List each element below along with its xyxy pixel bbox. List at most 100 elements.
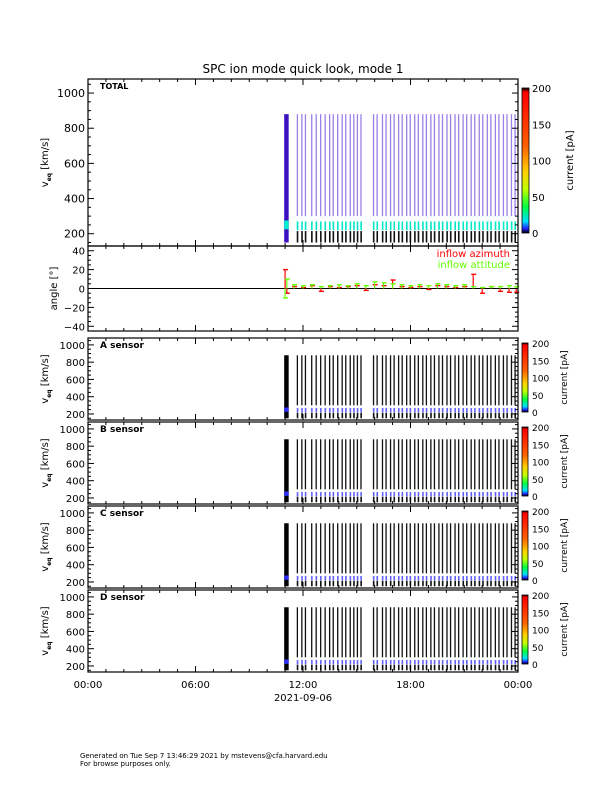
panel-d-sensor-stripe	[304, 607, 307, 658]
panel-c-sensor-stripe-low	[311, 580, 313, 587]
panel-c-sensor-stripe-peak	[506, 575, 508, 581]
panel-c-sensor-stripe-peak	[401, 575, 404, 581]
panel-a-sensor-stripe-peak	[397, 407, 400, 413]
panel-c-sensor-stripe-low	[506, 580, 508, 587]
panel-a-sensor-stripe	[482, 355, 484, 406]
panel-c-sensor-stripe	[315, 523, 317, 574]
panel-c-sensor-stripe-peak	[397, 575, 400, 581]
panel-c-sensor-data-block-peak	[284, 575, 289, 580]
panel-d-sensor-stripe-low	[393, 664, 396, 671]
panel-a-sensor-stripe-peak	[414, 407, 416, 413]
panel-b-sensor-stripe	[353, 439, 355, 490]
panel-c-sensor-stripe-peak	[328, 575, 331, 581]
panel-d-sensor-stripe-low	[406, 664, 408, 671]
panel-total-stripe-low	[409, 231, 412, 243]
panel-a-sensor-stripe-peak	[301, 407, 303, 413]
panel-total	[284, 114, 517, 243]
panel-total-stripe	[502, 114, 505, 217]
panel-a-sensor-stripe-low	[381, 412, 384, 419]
panel-d-sensor-stripe-low	[324, 664, 327, 671]
panel-c-sensor-stripe-low	[401, 580, 404, 587]
panel-c-sensor-stripe	[510, 523, 513, 574]
panel-total-stripe	[332, 114, 334, 217]
panel-c-sensor-stripe-peak	[320, 575, 322, 581]
panel-b-sensor-stripe	[446, 439, 448, 490]
panel-d-sensor-stripe	[414, 607, 416, 658]
x-tick-label: 00:00	[74, 680, 103, 691]
panel-b-sensor-stripe	[406, 439, 408, 490]
angle-attitude-marker	[408, 284, 414, 287]
panel-b-sensor-stripe-low	[470, 496, 473, 503]
panel-c-sensor-stripe	[389, 523, 392, 574]
panel-total-stripe-peak	[446, 221, 448, 231]
panel-a-sensor-stripe-low	[486, 412, 489, 419]
panel-c-sensor-stripe-low	[337, 580, 339, 587]
panel-c-sensor-stripe	[506, 523, 508, 574]
panel-c-sensor-stripe-low	[301, 580, 303, 587]
panel-total-stripe-peak	[478, 221, 481, 231]
panel-b-sensor-stripe-low	[430, 496, 432, 503]
panel-c-sensor-stripe-low	[494, 580, 497, 587]
panel-b-sensor-stripe-peak	[457, 491, 460, 497]
panel-total-stripe	[401, 114, 403, 217]
x-tick-label: 12:00	[289, 680, 318, 691]
panel-a-sensor-stripe-peak	[417, 407, 420, 413]
panel-total-y-tick-label: 600	[64, 157, 85, 170]
panel-total-stripe	[506, 114, 508, 217]
panel-a-sensor-stripe-peak	[381, 407, 384, 413]
panel-d-sensor-stripe-low	[494, 664, 497, 671]
panel-b-sensor-stripe-peak	[422, 491, 424, 497]
panel-a-sensor-stripe	[320, 355, 322, 406]
panel-a-sensor-stripe	[349, 355, 351, 406]
panel-c-sensor-stripe-peak	[502, 575, 505, 581]
panel-a-sensor-stripe	[506, 355, 508, 406]
panel-b-sensor-data-block	[284, 439, 289, 503]
panel-b-sensor-stripe-low	[457, 496, 460, 503]
panel-d-sensor-stripe-low	[320, 664, 322, 671]
panel-c-sensor-stripe	[320, 523, 322, 574]
panel-total-stripe	[490, 114, 492, 217]
panel-b-sensor-stripe-peak	[486, 491, 489, 497]
panel-b-sensor-stripe-peak	[462, 491, 465, 497]
panel-d-sensor-stripe-peak	[498, 659, 500, 665]
panel-b-sensor-stripe	[345, 439, 347, 490]
panel-b-sensor-stripe	[360, 439, 362, 490]
panel-a-sensor-stripe	[381, 355, 384, 406]
panel-c-sensor-stripe	[422, 523, 424, 574]
panel-b-sensor-stripe	[315, 439, 317, 490]
panel-a-sensor-stripe-low	[406, 412, 408, 419]
panel-total-stripe	[462, 114, 464, 217]
panel-c-sensor-stripe-peak	[381, 575, 384, 581]
panel-d-sensor-stripe-peak	[409, 659, 412, 665]
panel-d-sensor-stripe-peak	[341, 659, 344, 665]
panel-a-sensor-stripe-peak	[422, 407, 424, 413]
panel-total-stripe-low	[490, 231, 492, 243]
panel-b-sensor-stripe-low	[510, 496, 513, 503]
panel-a-sensor-stripe	[397, 355, 400, 406]
panel-a-sensor-stripe	[449, 355, 452, 406]
panel-b-sensor-stripe-peak	[296, 491, 299, 497]
panel-a-sensor-stripe-low	[328, 412, 331, 419]
panel-total-stripe	[337, 114, 339, 217]
angle-attitude-marker	[390, 283, 396, 285]
panel-b-sensor-stripe-peak	[409, 491, 412, 497]
panel-c-sensor-stripe-low	[385, 580, 388, 587]
panel-b-sensor-y-axis-label: veq [km/s]	[40, 438, 53, 487]
panel-d-sensor-stripe-peak	[457, 659, 460, 665]
panel-b-sensor-stripe-peak	[510, 491, 513, 497]
panel-b-sensor-stripe	[385, 439, 387, 490]
angle-azimuth-marker	[283, 268, 289, 271]
panel-d-sensor-stripe-low	[356, 664, 359, 671]
panel-total-stripe-low	[406, 231, 408, 243]
panel-d-sensor-stripe	[494, 607, 497, 658]
panel-c-sensor-stripe-peak	[349, 575, 352, 581]
panel-c-sensor-stripe-peak	[478, 575, 481, 581]
panel-a-sensor-stripe	[328, 355, 331, 406]
legend-inflow-azimuth: inflow azimuth	[437, 249, 510, 260]
panel-total-stripe	[301, 114, 303, 217]
panel-b-sensor-stripe-peak	[353, 491, 355, 497]
panel-total-stripe-peak	[349, 221, 352, 231]
panel-a-sensor-stripe-low	[449, 412, 452, 419]
panel-c-sensor-stripe	[494, 523, 497, 574]
panel-b-sensor-stripe	[462, 439, 464, 490]
